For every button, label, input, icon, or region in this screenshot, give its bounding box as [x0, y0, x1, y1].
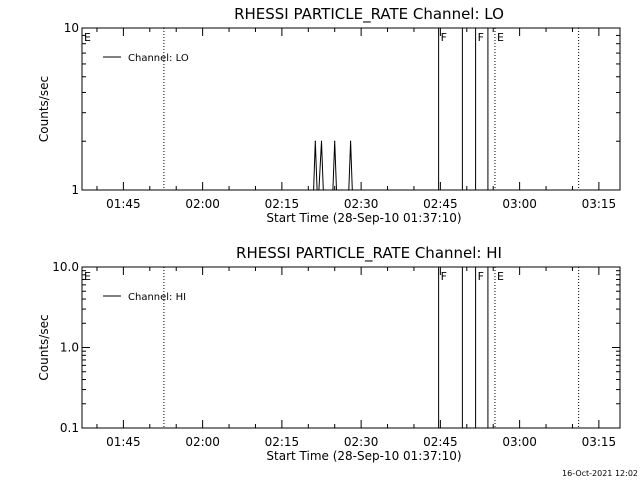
x-tick-label: 02:45 — [423, 197, 458, 211]
data-point — [351, 189, 353, 191]
x-tick-label: 02:15 — [265, 435, 300, 449]
data-point — [349, 140, 352, 142]
data-point — [334, 140, 336, 142]
x-tick-label: 02:00 — [185, 435, 220, 449]
data-point — [320, 140, 323, 142]
data-point — [314, 140, 316, 142]
x-tick-label: 01:45 — [106, 197, 141, 211]
event-marker-label: E — [84, 31, 91, 44]
x-tick-label: 02:00 — [185, 197, 220, 211]
y-tick-label: 1 — [71, 183, 79, 197]
x-tick-label: 03:00 — [502, 197, 537, 211]
y-tick-label: 10 — [64, 21, 79, 35]
event-marker-label: F — [441, 31, 447, 44]
data-point — [316, 189, 318, 191]
chart-panel-1: RHESSI PARTICLE_RATE Channel: LO 01:45 02:… — [37, 5, 621, 225]
y-tick-label: 1.0 — [60, 341, 79, 355]
x-axis-label: Start Time (28-Sep-10 01:37:10) — [266, 211, 461, 225]
legend-entry: Channel: LO — [128, 53, 189, 64]
x-tick-label: 02:15 — [265, 197, 300, 211]
data-point — [337, 189, 339, 191]
data-point — [332, 189, 334, 191]
x-tick-label: 02:30 — [344, 435, 379, 449]
event-marker-label: E — [497, 31, 504, 44]
chart-title: RHESSI PARTICLE_RATE Channel: LO — [234, 5, 504, 24]
data-point — [324, 189, 326, 191]
x-tick-label: 03:15 — [582, 197, 617, 211]
event-marker-label: F — [478, 270, 484, 283]
event-marker-label: F — [441, 270, 447, 283]
y-tick-label: 10.0 — [52, 260, 79, 274]
chart-panel-2: RHESSI PARTICLE_RATE Channel: HI 01:45 02:… — [37, 244, 621, 463]
event-marker-label: F — [478, 31, 484, 44]
data-point — [341, 189, 343, 191]
x-tick-label: 03:15 — [582, 435, 617, 449]
x-tick-label: 02:45 — [423, 435, 458, 449]
plot-frame — [81, 27, 621, 191]
data-point — [348, 189, 350, 191]
x-axis-label: Start Time (28-Sep-10 01:37:10) — [266, 449, 461, 463]
x-tick-label: 03:00 — [502, 435, 537, 449]
y-tick-label: 0.1 — [60, 421, 79, 435]
data-point — [335, 189, 338, 191]
data-point — [322, 189, 324, 191]
data-point — [318, 189, 320, 191]
y-axis-label: Counts/sec — [37, 314, 51, 380]
legend-entry: Channel: HI — [128, 292, 186, 303]
data-point — [312, 189, 315, 191]
footer-timestamp: 16-Oct-2021 12:02 — [562, 469, 638, 478]
event-marker-label: E — [84, 270, 91, 283]
event-marker-label: E — [497, 270, 504, 283]
x-tick-label: 02:30 — [344, 197, 379, 211]
y-axis-label: Counts/sec — [37, 76, 51, 142]
chart-title: RHESSI PARTICLE_RATE Channel: HI — [236, 244, 502, 263]
x-tick-label: 01:45 — [106, 435, 141, 449]
